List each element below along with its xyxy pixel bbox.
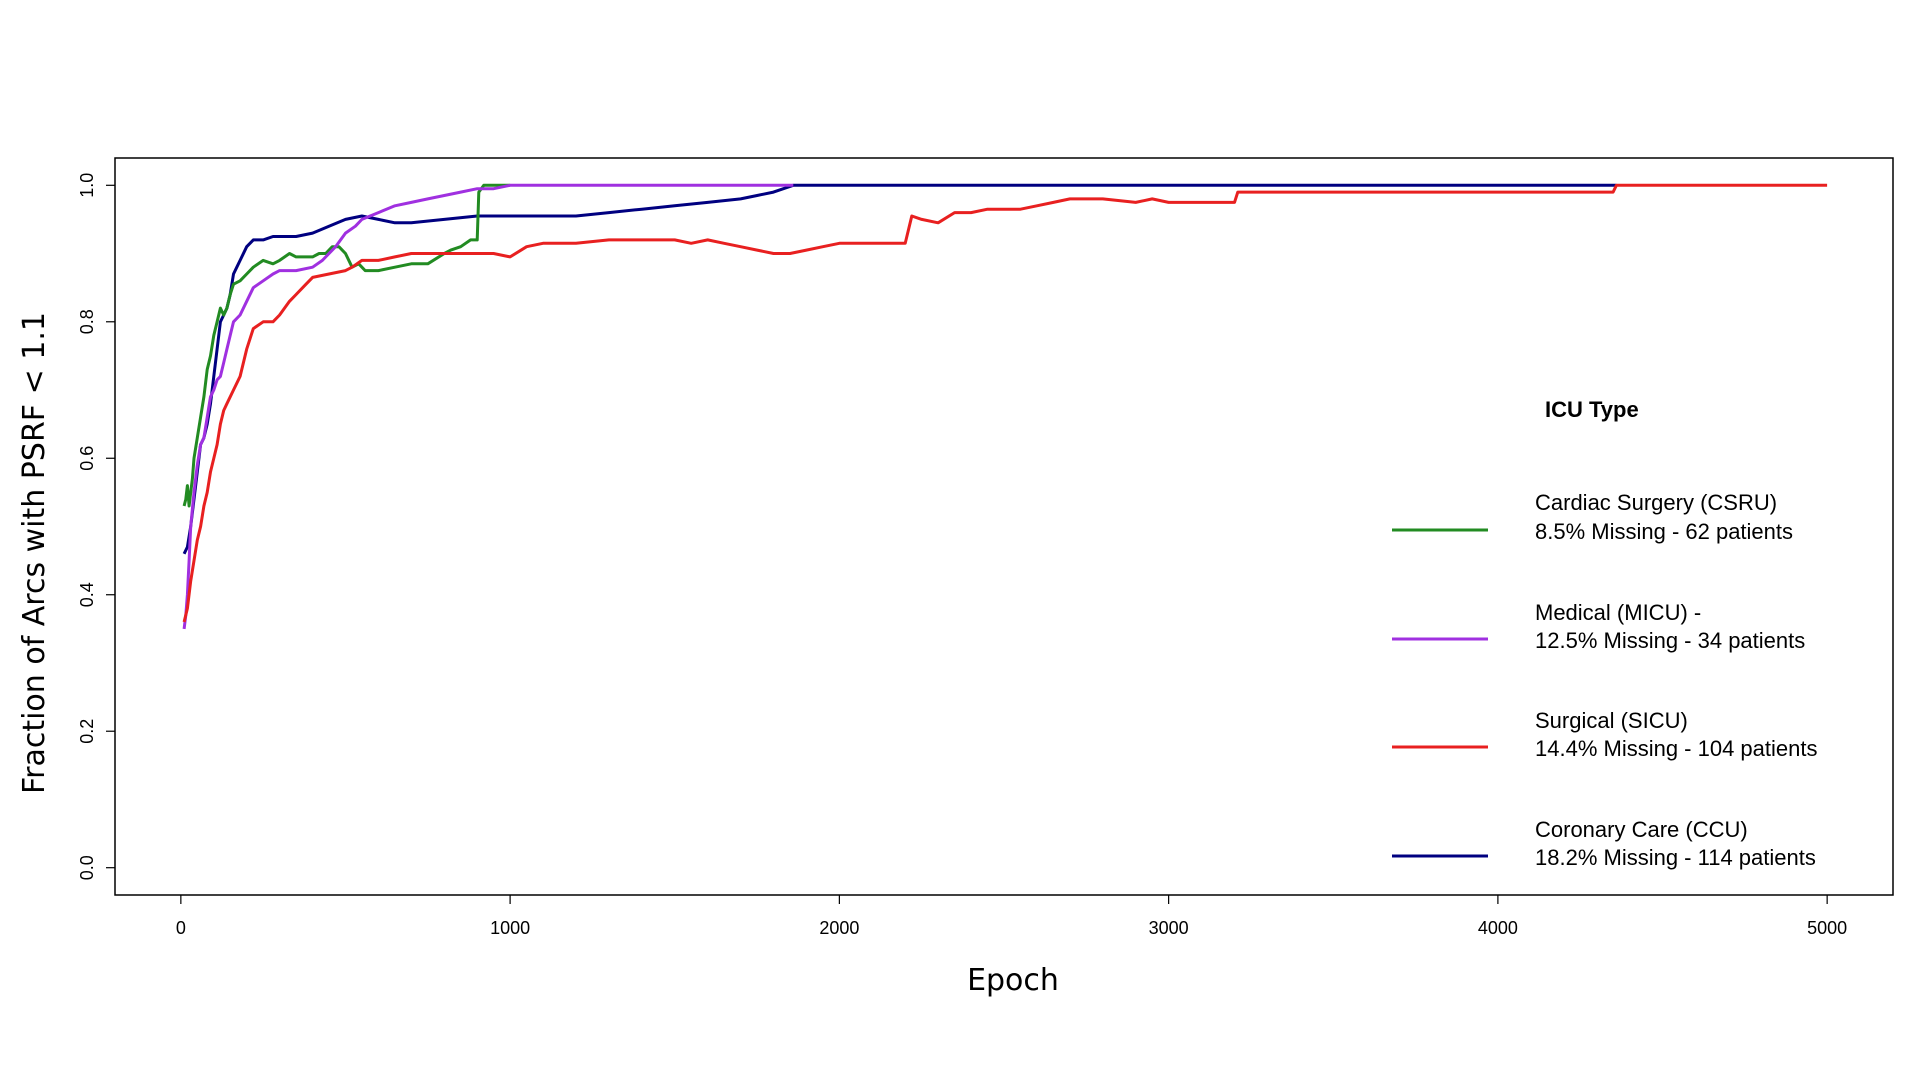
legend-label-micu: Medical (MICU) -: [1535, 600, 1701, 625]
x-tick-label: 1000: [490, 918, 530, 938]
legend-label-sicu: Surgical (SICU): [1535, 708, 1688, 733]
legend-label-csru: Cardiac Surgery (CSRU): [1535, 490, 1777, 515]
plot-frame: [114, 157, 1894, 896]
x-tick-label: 3000: [1149, 918, 1189, 938]
y-axis: 0.0 0.2 0.4 0.6 0.8 1.0: [77, 173, 115, 880]
x-axis-title: Epoch: [967, 963, 1059, 998]
x-tick-label: 2000: [819, 918, 859, 938]
x-axis: 0 1000 2000 3000 4000 5000: [176, 895, 1847, 938]
x-tick-label: 4000: [1478, 918, 1518, 938]
x-tick-label: 0: [176, 918, 186, 938]
y-axis-title: Fraction of Arcs with PSRF < 1.1: [17, 312, 52, 794]
legend-detail-ccu: 18.2% Missing - 114 patients: [1535, 845, 1816, 870]
y-tick-label: 0.4: [77, 582, 97, 607]
y-tick-label: 0.2: [77, 719, 97, 744]
legend: ICU Type Cardiac Surgery (CSRU) 8.5% Mis…: [1392, 397, 1818, 870]
series-line-micu: [182, 183, 794, 630]
y-tick-label: 1.0: [77, 173, 97, 198]
series-line-sicu: [182, 183, 1828, 623]
legend-detail-sicu: 14.4% Missing - 104 patients: [1535, 736, 1818, 761]
y-tick-label: 0.6: [77, 446, 97, 471]
legend-detail-micu: 12.5% Missing - 34 patients: [1535, 628, 1805, 653]
y-tick-label: 0.0: [77, 855, 97, 880]
legend-detail-csru: 8.5% Missing - 62 patients: [1535, 519, 1793, 544]
series-lines: [182, 183, 1828, 630]
y-tick-label: 0.8: [77, 309, 97, 334]
series-line-ccu: [182, 183, 1617, 555]
legend-title: ICU Type: [1545, 397, 1639, 422]
legend-label-ccu: Coronary Care (CCU): [1535, 817, 1748, 842]
x-tick-label: 5000: [1807, 918, 1847, 938]
series-line-csru: [182, 183, 511, 508]
